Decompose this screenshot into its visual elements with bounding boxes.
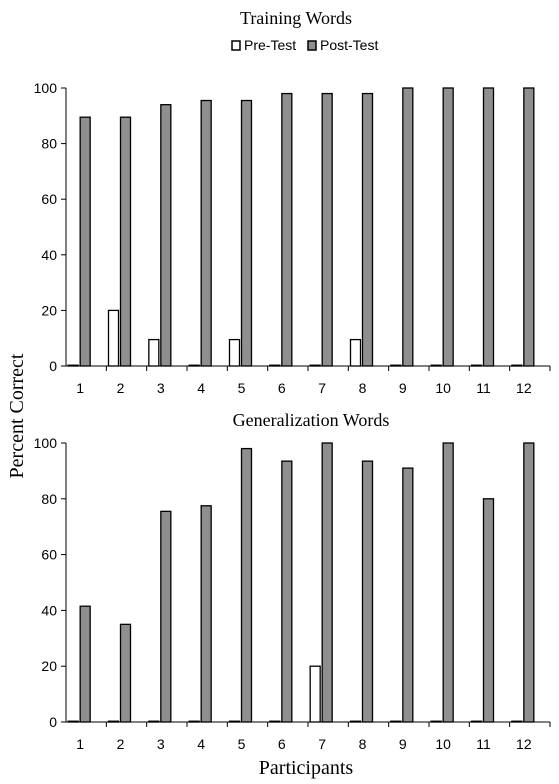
x-tick-label: 7 bbox=[318, 736, 326, 752]
bar-post-test bbox=[79, 116, 91, 367]
bar-post-test bbox=[160, 510, 172, 723]
y-tick-label: 40 bbox=[41, 602, 57, 618]
y-tick-label: 80 bbox=[41, 491, 57, 507]
bar-post-test bbox=[321, 442, 333, 723]
bar-pre-test bbox=[511, 364, 523, 367]
bar-post-test bbox=[523, 442, 535, 723]
bar-post-test bbox=[482, 498, 495, 723]
bar-pre-test bbox=[67, 364, 79, 367]
bar-pre-test bbox=[269, 364, 281, 367]
bar-post-test bbox=[119, 623, 132, 723]
x-tick-label: 12 bbox=[516, 380, 532, 396]
bar-post-test bbox=[523, 87, 535, 367]
y-tick-label: 40 bbox=[41, 247, 57, 263]
x-tick-label: 1 bbox=[76, 380, 84, 396]
bar-pre-test bbox=[349, 338, 362, 367]
x-tick-label: 8 bbox=[359, 380, 367, 396]
x-tick-label: 9 bbox=[399, 736, 407, 752]
legend-swatch-pre-test bbox=[231, 40, 241, 51]
bar-pre-test bbox=[349, 720, 362, 723]
x-tick-label: 3 bbox=[157, 736, 165, 752]
bar-pre-test bbox=[67, 720, 79, 723]
x-tick-label: 11 bbox=[476, 736, 491, 752]
bar-pre-test bbox=[269, 720, 281, 723]
x-tick-label: 10 bbox=[435, 380, 451, 396]
x-tick-label: 2 bbox=[117, 736, 125, 752]
bar-post-test bbox=[321, 92, 333, 367]
x-tick-label: 6 bbox=[278, 736, 286, 752]
bar-post-test bbox=[402, 467, 414, 723]
x-tick-label: 10 bbox=[435, 736, 451, 752]
bar-pre-test bbox=[470, 720, 483, 723]
bar-pre-test bbox=[107, 720, 120, 723]
bar-post-test bbox=[402, 87, 414, 367]
bar-pre-test bbox=[511, 720, 523, 723]
x-tick-label: 5 bbox=[238, 736, 246, 752]
x-tick-label: 7 bbox=[318, 380, 326, 396]
y-tick-label: 100 bbox=[34, 435, 58, 451]
bar-pre-test bbox=[107, 309, 120, 367]
bar-post-test bbox=[160, 104, 172, 367]
bar-pre-test bbox=[390, 720, 402, 723]
y-tick-label: 60 bbox=[41, 547, 57, 563]
x-tick-label: 1 bbox=[76, 736, 84, 752]
bar-post-test bbox=[281, 460, 293, 723]
bar-pre-test bbox=[228, 338, 241, 367]
x-tick-label: 12 bbox=[516, 736, 532, 752]
x-tick-label: 5 bbox=[238, 380, 246, 396]
x-tick-label: 6 bbox=[278, 380, 286, 396]
bar-pre-test bbox=[148, 720, 160, 723]
bar-post-test bbox=[482, 87, 495, 367]
y-tick-label: 0 bbox=[49, 714, 57, 730]
bar-post-test bbox=[442, 442, 454, 723]
x-tick-label: 2 bbox=[117, 380, 125, 396]
bar-pre-test bbox=[390, 364, 402, 367]
bar-pre-test bbox=[188, 364, 200, 367]
y-tick-label: 80 bbox=[41, 136, 57, 152]
bar-post-test bbox=[240, 99, 253, 367]
bar-pre-test bbox=[188, 720, 200, 723]
bar-post-test bbox=[442, 87, 454, 367]
chart-title-training: Training Words bbox=[240, 8, 352, 28]
legend: Pre-Test Post-Test bbox=[231, 37, 378, 53]
bar-pre-test bbox=[430, 364, 442, 367]
y-tick-label: 100 bbox=[34, 80, 58, 96]
bar-pre-test bbox=[309, 364, 321, 367]
x-tick-label: 3 bbox=[157, 380, 165, 396]
bar-pre-test bbox=[148, 338, 160, 367]
x-tick-label: 4 bbox=[197, 736, 205, 752]
x-tick-label: 4 bbox=[197, 380, 205, 396]
bar-post-test bbox=[200, 505, 212, 723]
x-axis-label: Participants bbox=[259, 757, 354, 779]
bar-post-test bbox=[240, 447, 253, 723]
x-tick-label: 9 bbox=[399, 380, 407, 396]
legend-label-post-test: Post-Test bbox=[320, 37, 378, 53]
x-tick-label: 11 bbox=[476, 380, 491, 396]
legend-swatch-post-test bbox=[307, 40, 317, 51]
y-tick-label: 20 bbox=[41, 302, 57, 318]
bar-post-test bbox=[281, 92, 293, 367]
bar-pre-test bbox=[430, 720, 442, 723]
y-tick-label: 20 bbox=[41, 658, 57, 674]
legend-label-pre-test: Pre-Test bbox=[244, 37, 296, 53]
y-axis-label: Percent Correct bbox=[6, 353, 28, 478]
bar-post-test bbox=[119, 116, 132, 367]
bar-post-test bbox=[361, 92, 374, 367]
chart-title-generalization: Generalization Words bbox=[233, 410, 390, 430]
bar-pre-test bbox=[470, 364, 483, 367]
bar-post-test bbox=[79, 605, 91, 723]
x-tick-label: 8 bbox=[359, 736, 367, 752]
bar-pre-test bbox=[309, 665, 321, 723]
bar-post-test bbox=[361, 460, 374, 723]
y-tick-label: 0 bbox=[49, 358, 57, 374]
y-tick-label: 60 bbox=[41, 191, 57, 207]
bar-post-test bbox=[200, 99, 212, 367]
bar-pre-test bbox=[228, 720, 241, 723]
